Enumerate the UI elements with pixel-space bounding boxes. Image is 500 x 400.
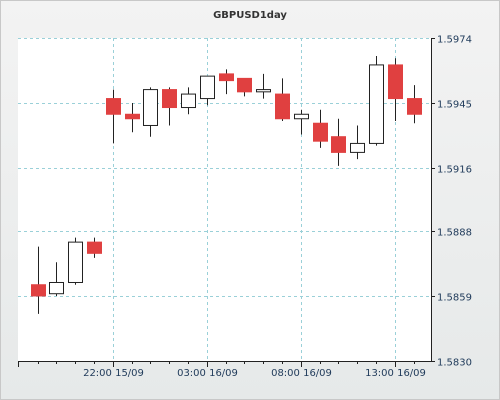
candle: [143, 87, 158, 137]
candle: [200, 75, 215, 106]
candle-body-up: [256, 89, 271, 93]
candle: [162, 87, 177, 126]
candle-body-down: [162, 89, 177, 109]
candle-body-up: [143, 89, 158, 126]
candle: [106, 89, 121, 144]
candle-body-down: [237, 77, 252, 93]
candle: [369, 55, 384, 146]
candle-body-down: [331, 136, 346, 153]
y-tick-label: 1.5888: [437, 228, 472, 239]
candle: [125, 103, 140, 133]
candle: [181, 87, 196, 115]
candle: [275, 78, 290, 121]
candle: [87, 237, 102, 258]
candle-body-down: [219, 73, 234, 82]
x-tick-label: 22:00 15/09: [83, 368, 144, 379]
y-tick-label: 1.5945: [437, 100, 472, 111]
chart-title: GBPUSD1day: [213, 10, 287, 21]
candle-body-up: [350, 142, 365, 153]
candle: [294, 109, 309, 135]
axes: [18, 38, 435, 367]
candle: [388, 58, 403, 121]
candle-body-up: [68, 241, 83, 283]
candle-body-up: [200, 75, 215, 100]
y-tick-label: 1.5859: [437, 293, 472, 304]
candle: [256, 73, 271, 99]
y-tick-label: 1.5974: [437, 35, 472, 46]
x-tick-label: 08:00 16/09: [271, 368, 332, 379]
candle: [31, 246, 46, 314]
plot-area: [18, 38, 431, 361]
candle: [219, 69, 234, 95]
candle: [313, 109, 328, 148]
candle: [237, 77, 252, 97]
y-tick-label: 1.5830: [437, 358, 472, 369]
y-tick-label: 1.5916: [437, 165, 472, 176]
candle-body-up: [294, 113, 309, 120]
candle-body-up: [369, 64, 384, 144]
x-tick-label: 13:00 16/09: [365, 368, 426, 379]
candle: [331, 118, 346, 166]
candle: [49, 262, 64, 296]
tick-labels: 1.5974 1.5945 1.5916 1.5888 1.5859 1.5830 22:0…: [83, 35, 472, 380]
candle: [407, 85, 422, 124]
candle-body-down: [388, 64, 403, 100]
candle-body-down: [106, 98, 121, 115]
candle-body-down: [87, 241, 102, 254]
candle: [68, 237, 83, 285]
candle-body-down: [313, 122, 328, 142]
candle-body-up: [181, 93, 196, 109]
candle-body-down: [31, 284, 46, 297]
candle-body-down: [407, 98, 422, 115]
candles: [31, 55, 422, 314]
candle: [350, 125, 365, 160]
candle-body-up: [49, 281, 64, 295]
x-tick-label: 03:00 16/09: [177, 368, 238, 379]
candle-body-down: [125, 113, 140, 120]
candle-body-down: [275, 93, 290, 120]
